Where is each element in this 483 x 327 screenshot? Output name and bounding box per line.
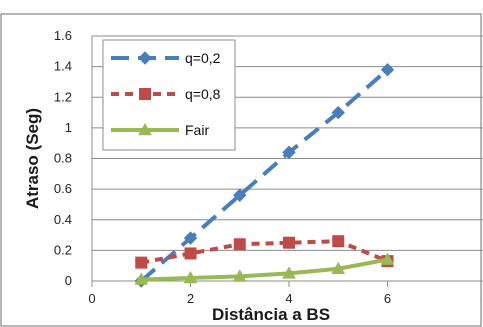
series-1-point [135,256,148,269]
series-2-point [183,270,198,284]
y-axis-label: Atraso (Seg) [23,108,42,209]
series-0-line [139,68,389,283]
series-0-point [331,105,345,120]
y-tick-label: 0 [65,273,72,288]
series-0-point [183,231,198,245]
x-tick-label: 6 [384,291,391,306]
y-tick-label: 0.4 [54,212,72,227]
y-tick-label: 0.8 [54,151,72,166]
series-lines [134,62,395,288]
series-1-point [184,247,197,260]
y-tick-label: 1.2 [54,89,72,104]
series-0-point [233,188,247,202]
legend-label-2: Fair [185,122,209,138]
x-tick-label: 2 [187,291,194,306]
legend-swatch-marker-2 [138,122,152,136]
series-0-point [282,145,296,160]
x-tick-label: 4 [285,291,292,306]
series-0-group [134,62,395,288]
series-2-group [134,252,395,285]
series-2-point [380,252,395,265]
legend-swatch-marker-1 [139,88,151,100]
series-2-line [141,257,388,282]
series-1-point [233,238,246,251]
legend: q=0,2 q=0,8 Fair [102,39,236,151]
y-tick-label: 1 [65,120,72,135]
y-tick-label: 1.6 [54,28,72,43]
series-1-point [332,235,345,248]
legend-label-0: q=0,2 [185,50,221,66]
legend-swatch-marker-0 [138,51,152,65]
series-0-point [380,62,395,77]
series-2-point [331,261,346,275]
y-tick-label: 0.2 [54,242,72,257]
legend-label-1: q=0,8 [185,86,221,102]
series-2-point [282,266,296,279]
series-2-point [232,269,247,282]
x-axis-label: Distância a BS [212,305,330,324]
y-tick-label: 0.6 [54,181,72,196]
series-1-point [283,236,295,249]
series-2-point [134,272,149,285]
y-tick-label: 1.4 [54,59,72,74]
tick-labels: 00.20.40.60.811.21.41.602468 [54,28,483,306]
x-tick-label: 0 [88,291,95,306]
